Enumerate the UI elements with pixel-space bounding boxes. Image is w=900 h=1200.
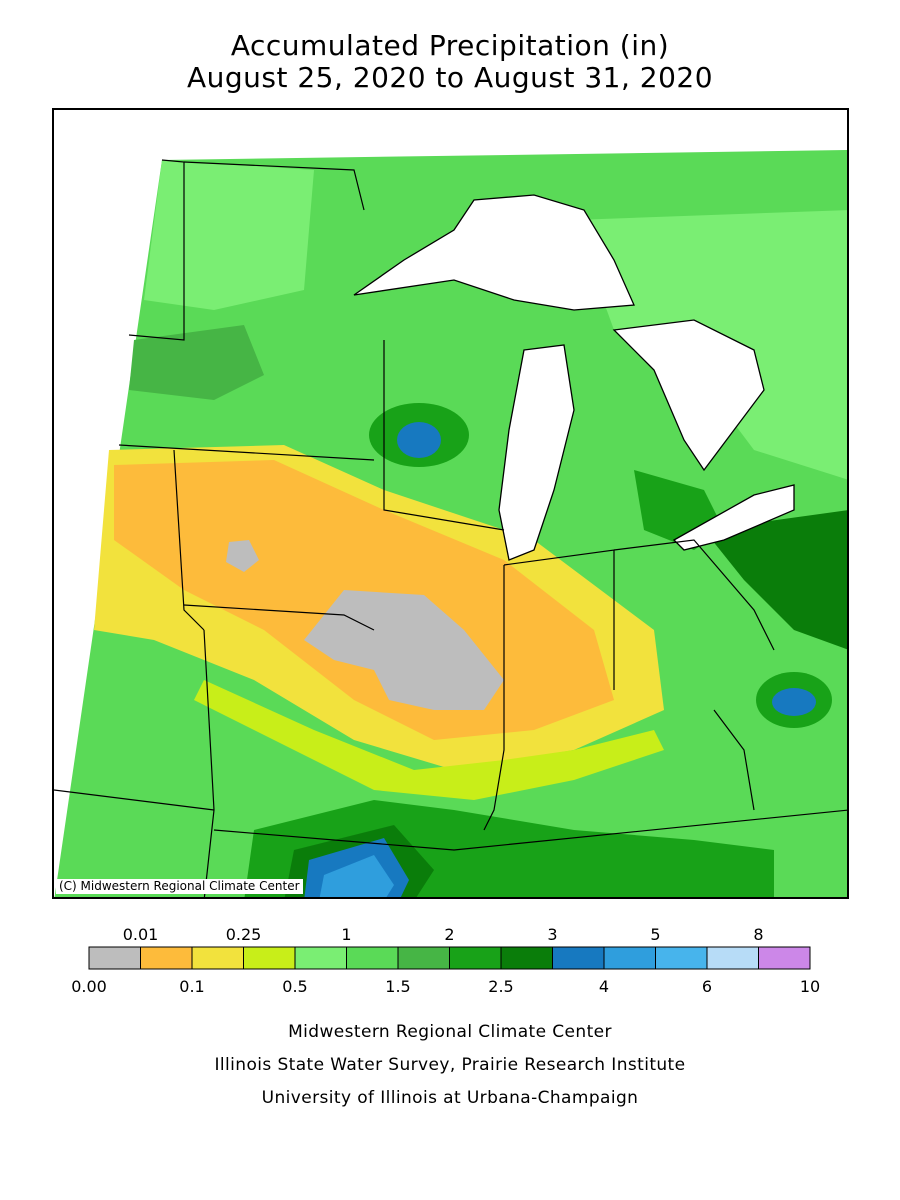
legend-lower-label: 4 [599, 977, 609, 996]
legend-swatch [243, 946, 296, 970]
precip-spot-ohio-blue [772, 688, 816, 716]
precip-region-yellowgreen-band [194, 680, 664, 800]
credit-university: University of Illinois at Urbana-Champai… [261, 1088, 639, 1108]
precip-region-iowa-gray [226, 540, 259, 572]
precip-region-west-lightgreen [144, 160, 314, 310]
legend-swatch [346, 946, 399, 970]
legend-swatch [397, 946, 450, 970]
legend-swatch [706, 946, 759, 970]
legend-swatch [191, 946, 244, 970]
legend-lower-label: 2.5 [488, 977, 513, 996]
legend-upper-label: 2 [444, 925, 454, 944]
lake-superior [353, 194, 635, 311]
credit-center: Midwestern Regional Climate Center [288, 1022, 612, 1042]
precip-region-south-midblue [319, 855, 394, 897]
legend-upper-label: 0.25 [226, 925, 262, 944]
legend-upper-label: 8 [753, 925, 763, 944]
legend-lower-label: 0.1 [179, 977, 204, 996]
legend-swatch [140, 946, 193, 970]
state-borders [54, 159, 847, 897]
legend-upper-label: 1 [341, 925, 351, 944]
legend-swatch [655, 946, 708, 970]
legend-lower-label: 10 [800, 977, 820, 996]
legend-swatch [449, 946, 502, 970]
copyright-label: (C) Midwestern Regional Climate Center [56, 879, 303, 894]
lake-michigan [498, 344, 575, 561]
legend-upper-label: 5 [650, 925, 660, 944]
legend-lower-label: 0.5 [282, 977, 307, 996]
legend-lower-label: 1.5 [385, 977, 410, 996]
legend-lower-label: 6 [702, 977, 712, 996]
legend-lower-label: 0.00 [71, 977, 107, 996]
map-date-range: August 25, 2020 to August 31, 2020 [186, 61, 714, 94]
precipitation-legend: 0.01 0.25 1 2 3 5 8 0.00 0.1 0.5 1.5 2.5 4 6 10 [71, 925, 820, 996]
map-title: Accumulated Precipitation (in) [230, 29, 670, 62]
precip-region-ohio-forest [704, 510, 847, 650]
legend-swatch [294, 946, 347, 970]
legend-swatch [88, 946, 141, 970]
legend-swatch [758, 946, 811, 970]
credit-survey: Illinois State Water Survey, Prairie Res… [214, 1055, 686, 1075]
lake-huron [612, 319, 765, 472]
precipitation-map [52, 108, 849, 899]
legend-swatch [552, 946, 605, 970]
legend-swatch [603, 946, 656, 970]
legend-upper-label: 0.01 [123, 925, 159, 944]
legend-swatch [500, 946, 553, 970]
precip-region-northwest-midgreen [129, 325, 264, 400]
lake-erie [672, 484, 795, 551]
precip-spot-wisconsin-blue [397, 422, 441, 458]
legend-upper-label: 3 [547, 925, 557, 944]
